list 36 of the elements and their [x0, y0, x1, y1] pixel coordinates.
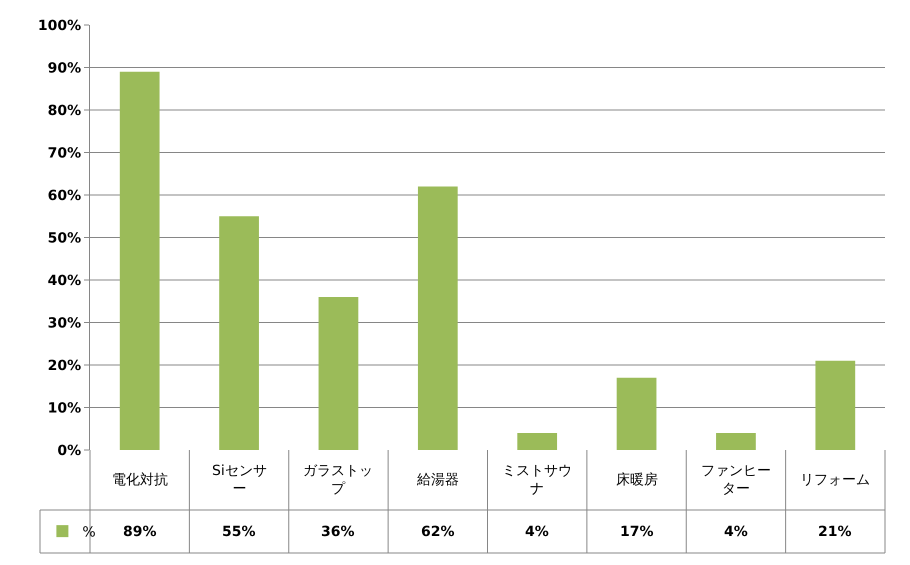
bar — [219, 216, 259, 450]
y-tick-label: 60% — [48, 188, 82, 204]
data-label: 4% — [525, 524, 549, 540]
x-tick-label: ミストサウナ — [502, 463, 572, 498]
data-label: 21% — [818, 524, 852, 540]
y-tick-label: 70% — [48, 145, 82, 162]
y-tick-label: 40% — [48, 272, 82, 289]
x-tick-label: 床暖房 — [616, 472, 658, 488]
bar — [120, 72, 160, 450]
data-label: 17% — [620, 524, 654, 540]
bar — [418, 186, 458, 450]
y-tick-label: 80% — [48, 102, 82, 119]
y-tick-label: 0% — [57, 442, 82, 459]
x-tick-label: ガラストップ — [303, 463, 373, 498]
data-label: 36% — [321, 524, 355, 540]
x-tick-label: リフォーム — [800, 472, 870, 488]
data-label: 62% — [421, 524, 455, 540]
bar — [616, 378, 656, 450]
data-label: 55% — [222, 524, 256, 540]
legend-label: % — [82, 524, 96, 541]
data-label: 4% — [724, 524, 748, 540]
x-tick-label: 電化対抗 — [112, 472, 168, 488]
y-tick-label: 30% — [48, 315, 82, 332]
data-label: 89% — [123, 524, 157, 540]
y-tick-label: 90% — [48, 60, 82, 76]
y-tick-label: 10% — [48, 400, 82, 416]
y-tick-label: 50% — [48, 230, 82, 246]
x-tick-label: 給湯器 — [416, 472, 459, 488]
x-tick-label: ファンヒーター — [701, 463, 771, 498]
bar — [815, 360, 856, 450]
bar — [318, 297, 358, 450]
bar — [716, 433, 756, 450]
x-tick-label: Siセンサー — [212, 463, 267, 498]
bar — [517, 433, 558, 450]
y-tick-label: 20% — [48, 358, 82, 374]
y-tick-label: 100% — [38, 18, 82, 34]
